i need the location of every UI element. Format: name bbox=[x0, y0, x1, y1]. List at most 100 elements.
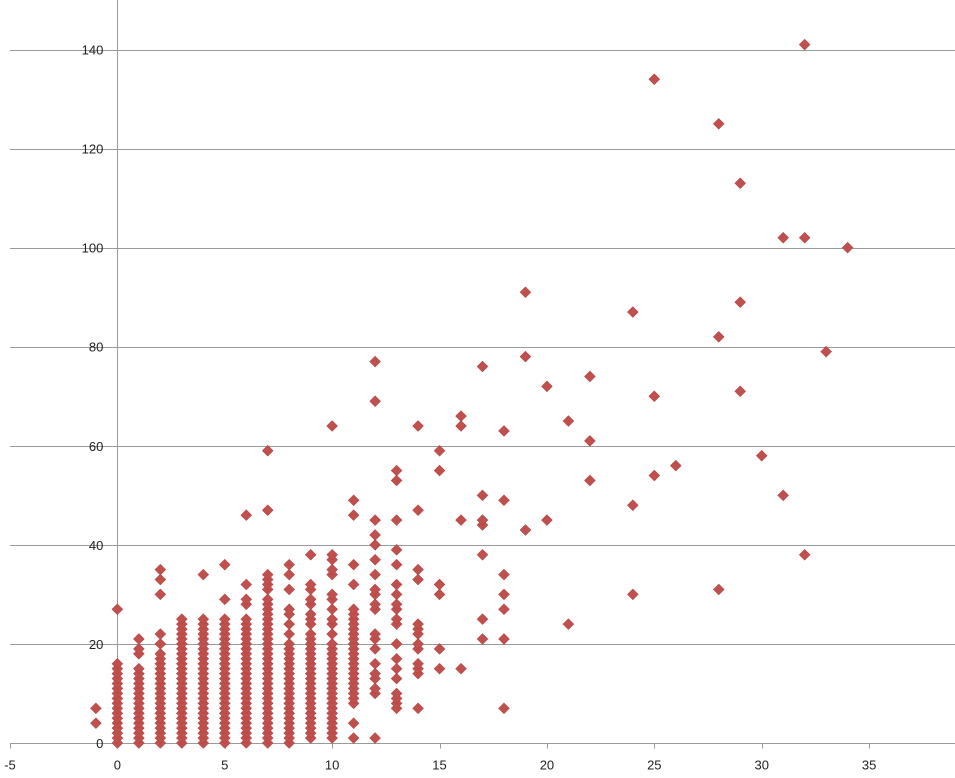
data-point bbox=[326, 548, 339, 561]
data-point bbox=[347, 558, 360, 571]
x-tick-label: 10 bbox=[325, 758, 339, 773]
y-tick-label: 60 bbox=[89, 439, 103, 454]
data-point bbox=[455, 662, 467, 675]
data-point bbox=[455, 514, 467, 526]
data-point bbox=[498, 588, 510, 601]
data-point bbox=[626, 499, 639, 512]
data-point bbox=[369, 657, 381, 670]
data-point bbox=[777, 231, 790, 244]
data-point bbox=[175, 613, 188, 626]
data-point bbox=[347, 578, 360, 591]
data-point bbox=[369, 355, 381, 368]
data-point bbox=[326, 420, 339, 432]
data-point bbox=[304, 608, 317, 621]
data-point bbox=[111, 603, 124, 616]
data-point bbox=[433, 464, 446, 477]
data-point bbox=[369, 598, 381, 611]
data-points bbox=[90, 38, 854, 749]
data-point bbox=[498, 425, 510, 437]
data-point bbox=[519, 350, 532, 363]
data-point bbox=[390, 514, 403, 526]
data-point bbox=[390, 638, 403, 650]
data-point bbox=[841, 241, 854, 254]
data-point bbox=[261, 444, 274, 457]
data-point bbox=[412, 420, 424, 432]
data-point bbox=[476, 360, 489, 373]
data-point bbox=[519, 286, 532, 299]
data-point bbox=[648, 469, 661, 482]
data-point bbox=[154, 573, 167, 586]
data-point bbox=[369, 514, 381, 526]
data-point bbox=[347, 717, 360, 730]
data-point bbox=[261, 593, 274, 606]
data-point bbox=[133, 662, 145, 675]
data-point bbox=[111, 657, 124, 670]
data-point bbox=[498, 494, 510, 507]
data-point bbox=[712, 583, 725, 596]
data-point bbox=[90, 702, 102, 715]
data-point bbox=[455, 410, 467, 422]
data-point bbox=[369, 568, 381, 581]
data-point bbox=[777, 489, 790, 502]
data-point bbox=[240, 613, 253, 626]
y-tick-label: 100 bbox=[82, 241, 104, 256]
data-point bbox=[369, 682, 381, 695]
y-tick-label: 140 bbox=[82, 43, 104, 58]
data-point bbox=[476, 489, 489, 502]
data-point bbox=[154, 563, 167, 576]
gridlines bbox=[10, 50, 955, 645]
data-point bbox=[218, 558, 231, 571]
data-point bbox=[154, 647, 167, 660]
data-point bbox=[498, 603, 510, 616]
x-tick-label: 30 bbox=[754, 758, 768, 773]
data-point bbox=[626, 306, 639, 318]
data-point bbox=[240, 509, 253, 522]
data-point bbox=[90, 717, 102, 730]
data-point bbox=[218, 593, 231, 606]
data-point bbox=[390, 588, 403, 601]
data-point bbox=[498, 702, 510, 715]
data-point bbox=[433, 643, 446, 655]
y-tick-label: 40 bbox=[89, 538, 103, 553]
data-point bbox=[369, 667, 381, 680]
data-point bbox=[433, 444, 446, 457]
data-point bbox=[218, 613, 231, 626]
data-point bbox=[755, 449, 768, 462]
y-tick-label: 80 bbox=[89, 340, 103, 355]
data-point bbox=[433, 588, 446, 601]
data-point bbox=[369, 539, 381, 551]
data-point bbox=[734, 296, 747, 309]
data-point bbox=[412, 702, 424, 715]
data-point bbox=[197, 613, 210, 626]
data-point bbox=[433, 578, 446, 591]
data-point bbox=[584, 434, 596, 447]
data-point bbox=[433, 662, 446, 675]
data-point bbox=[133, 643, 145, 655]
data-point bbox=[304, 548, 317, 561]
data-point bbox=[326, 613, 339, 626]
y-tick-label: 120 bbox=[82, 142, 104, 157]
data-point bbox=[369, 732, 381, 744]
data-point bbox=[283, 583, 296, 596]
data-point bbox=[412, 657, 424, 670]
data-point bbox=[390, 558, 403, 571]
data-point bbox=[498, 633, 510, 645]
data-point bbox=[154, 638, 167, 650]
data-point bbox=[283, 618, 296, 630]
data-point bbox=[476, 514, 489, 526]
data-point bbox=[626, 588, 639, 601]
data-point bbox=[541, 514, 553, 526]
data-point bbox=[283, 568, 296, 581]
data-point bbox=[304, 593, 317, 606]
data-point bbox=[798, 38, 811, 51]
data-point bbox=[734, 177, 747, 190]
data-point bbox=[541, 380, 553, 393]
data-point bbox=[476, 613, 489, 626]
data-point bbox=[326, 638, 339, 650]
data-point bbox=[390, 672, 403, 685]
data-point bbox=[369, 553, 381, 566]
data-point bbox=[390, 543, 403, 556]
data-point bbox=[390, 474, 403, 487]
data-point bbox=[519, 524, 532, 536]
